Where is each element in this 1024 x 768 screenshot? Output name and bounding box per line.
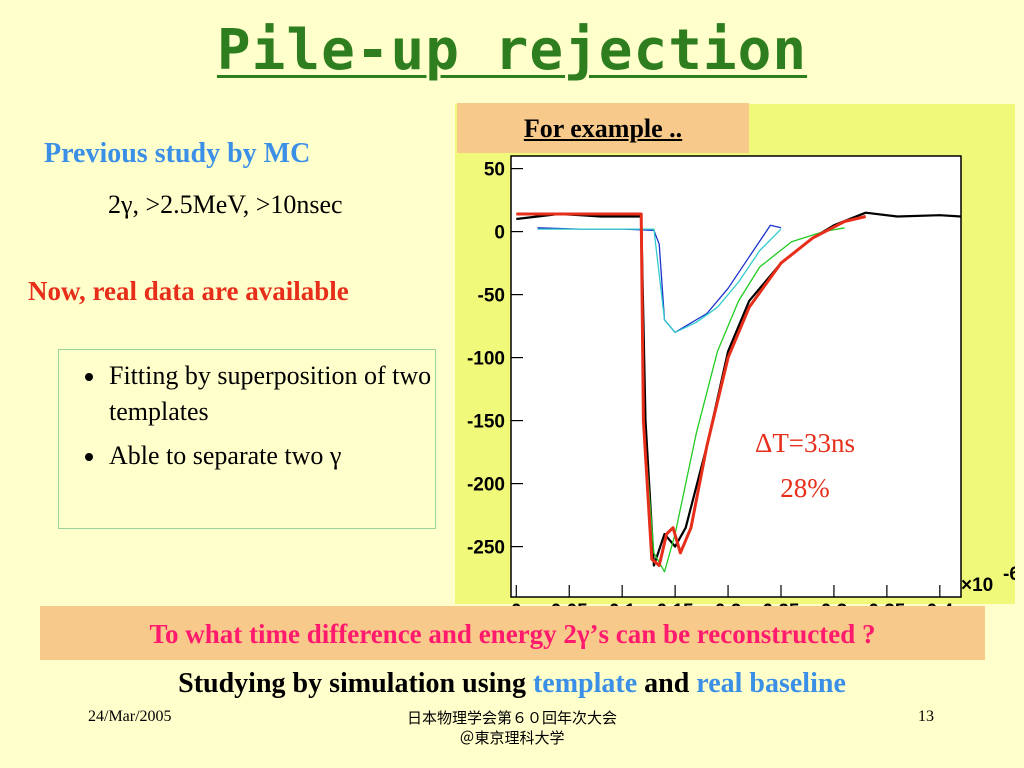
baseline-word: real baseline [696,668,846,699]
y-tick-label: 0 [494,223,505,244]
axis-ticks [511,167,941,597]
studying-line: Studying by simulation using template an… [0,668,1024,700]
percent-annotation: 28% [780,473,830,503]
previous-study-heading: Previous study by MC [44,138,311,169]
y-tick-label: -50 [478,286,505,307]
bullet-box: Fitting by superposition of two template… [58,349,436,529]
question-box: To what time difference and energy 2γ’s … [40,606,985,660]
page-number: 13 [918,708,934,725]
series-lines [516,211,962,573]
bullet-list: Fitting by superposition of two template… [59,350,435,474]
example-label-box: For example .. [457,103,749,153]
study-conditions: 2γ, >2.5MeV, >10nsec [108,190,343,219]
plot-frame [510,155,962,598]
studying-prefix: Studying by simulation using [178,668,533,699]
footer-date: 24/Mar/2005 [88,708,172,725]
x-exponent: -6 [1003,564,1015,585]
and-word: and [637,668,697,699]
y-tick-label: -200 [467,475,505,496]
bullet-item: Able to separate two γ [107,438,435,474]
x-multiplier: ×10 [961,575,993,596]
series-line-2 [537,228,782,334]
now-available-text: Now, real data are available [28,276,349,306]
y-tick-label: -250 [467,538,505,559]
template-word: template [532,668,638,699]
waveform-chart: 500-50-100-150-200-250 00.050.10.150.20.… [467,155,1015,622]
y-tick-label: -100 [467,349,505,370]
y-tick-label: -150 [467,412,505,433]
series-line-3 [640,216,845,573]
example-label: For example .. [523,114,683,143]
delta-t-annotation: ΔT=33ns [754,428,856,458]
y-tick-labels: 50 0 -50 -100 -150 -200 -250 [467,160,505,559]
conference-line-2: ＠東京理科大学 [459,729,565,747]
series-line-4 [516,212,867,567]
y-tick-label: 50 [484,160,505,181]
page-title: Pile-up rejection [216,18,808,83]
bullet-item: Fitting by superposition of two template… [107,358,435,430]
conference-line-1: 日本物理学会第６０回年次大会 [406,709,617,727]
footer-conference: 日本物理学会第６０回年次大会 ＠東京理科大学 [362,708,662,748]
